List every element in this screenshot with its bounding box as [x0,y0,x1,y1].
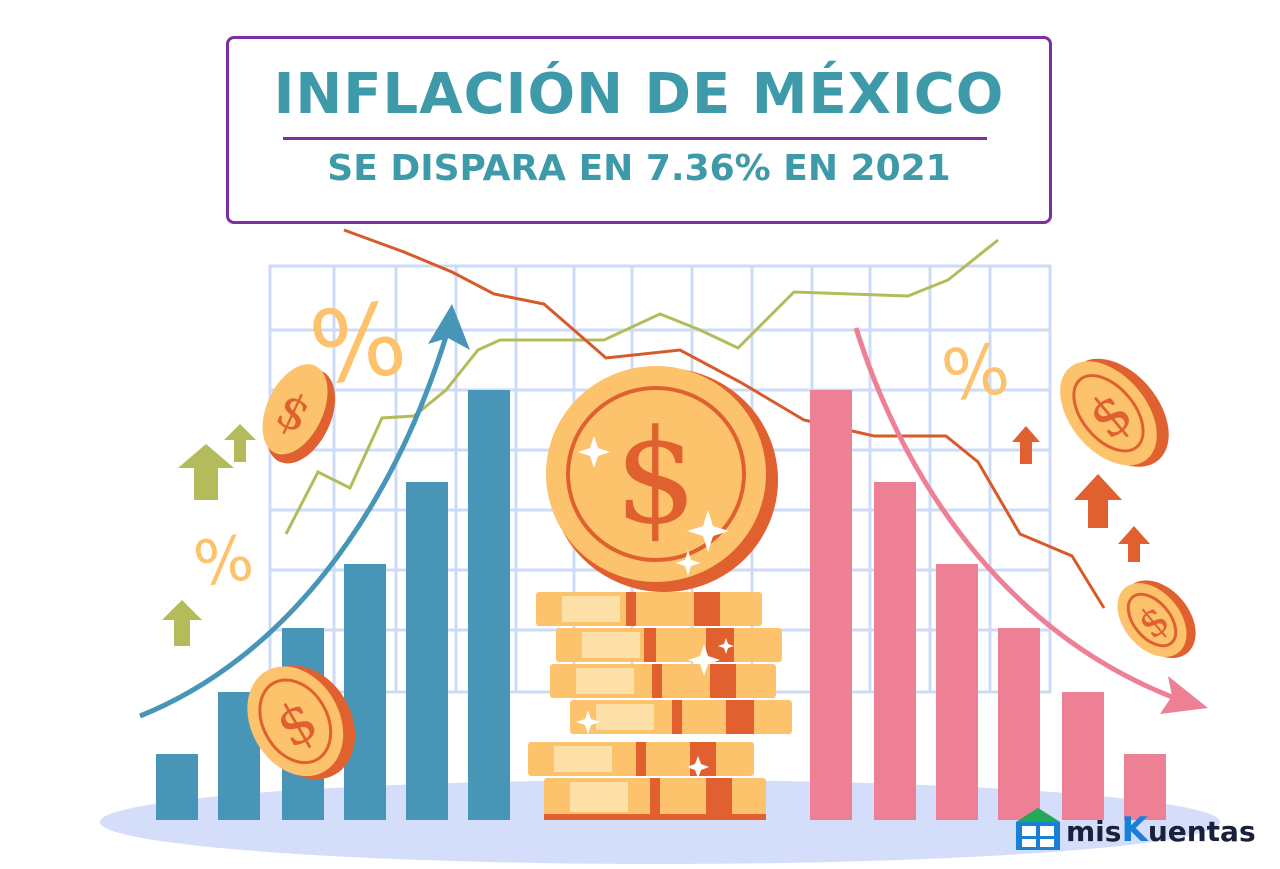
pink-bar [1124,754,1166,820]
pink-bar [936,564,978,820]
olive-trend-line [284,238,999,535]
rising-arrow-icon [139,329,451,719]
rising-arrow-head [428,304,470,350]
pink-bar [1062,692,1104,820]
sparkle-icon [688,644,720,676]
orange-up-arrows [1012,426,1150,562]
page-title: INFLACIÓN DE MÉXICO [273,62,1005,127]
blue-bar [156,754,198,820]
sparkle-icon [675,550,701,576]
sparkle-icon [687,756,709,778]
up-arrow-icon [1012,426,1040,464]
sparkles [576,436,734,778]
blue-bar [406,482,448,820]
sparkle-icon [687,510,729,552]
blue-bar [344,564,386,820]
up-arrow-icon [1074,474,1122,528]
dollar-coin-icon: $ [247,665,356,780]
sparkle-icon [576,710,600,734]
sparkle-icon [718,638,734,654]
pink-bar [874,482,916,820]
brand-suffix: uentas [1147,815,1256,848]
blue-bar [468,390,510,820]
brand-prefix: mis [1066,815,1122,848]
up-arrow-icon [178,444,234,500]
dollar-coin-icon: $ [1060,358,1169,467]
dollar-coin-icon: $ [262,364,336,464]
dollar-coin-icon: $ [1117,580,1196,659]
pink-bar [810,390,852,820]
up-arrow-icon [1118,526,1150,562]
green-up-arrows [162,424,256,646]
falling-arrow-icon [853,327,1181,703]
brand-logo: misKuentas [1016,804,1256,852]
svg-text:$: $ [615,401,698,553]
page-subtitle: SE DISPARA EN 7.36% EN 2021 [327,148,951,189]
title-box: INFLACIÓN DE MÉXICO SE DISPARA EN 7.36% … [226,36,1052,224]
house-icon [1016,808,1060,850]
percent-sign-left: % [189,521,258,601]
up-arrow-icon [162,600,202,646]
sparkle-icon [578,436,610,468]
brand-k: K [1121,810,1148,850]
title-underline [283,137,987,140]
orange-trend-line [343,228,1106,609]
pink-bars [810,390,1166,820]
brand-name: misKuentas [1066,810,1256,850]
coin-stacks [528,592,792,820]
percent-sign-right: % [937,327,1014,417]
pink-bar [998,628,1040,820]
dollar-coin-icon: $ [546,366,778,592]
falling-arrow-head [1160,676,1208,714]
up-arrow-icon [224,424,256,462]
